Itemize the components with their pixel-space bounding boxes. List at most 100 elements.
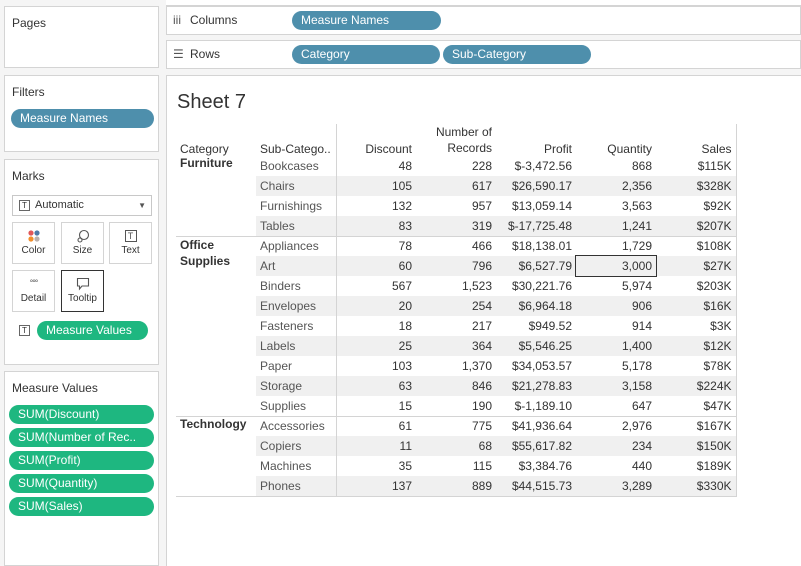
discount-cell[interactable]: 61 [335, 416, 416, 436]
quantity-cell[interactable]: 647 [631, 398, 652, 413]
subcategory-cell[interactable]: Envelopes [256, 296, 336, 316]
subcategory-cell[interactable]: Bookcases [260, 159, 319, 173]
profit-cell[interactable]: $6,964.18 [496, 296, 576, 316]
table-row[interactable]: Labels 25 364 $5,546.25 1,400 $12K [176, 336, 737, 356]
table-row[interactable]: Tables 83 319 $-17,725.48 1,241 $207K [176, 216, 737, 236]
columns-shelf[interactable]: iii Columns Measure Names [166, 6, 801, 35]
rows-shelf[interactable]: ☰ Rows Category Sub-Category [166, 40, 801, 69]
quantity-cell[interactable]: 914 [631, 319, 652, 333]
sales-cell[interactable]: $27K [656, 256, 737, 276]
table-row[interactable]: Office Supplies Appliances 78 466 $18,138.01 1… [176, 236, 737, 268]
subcategory-cell[interactable]: Storage [256, 376, 336, 396]
records-cell[interactable]: 889 [416, 476, 496, 496]
table-row[interactable]: Copiers 11 68 $55,617.82 234 $150K [176, 436, 737, 456]
subcategory-cell[interactable]: Machines [260, 459, 312, 473]
discount-cell[interactable]: 48 [335, 156, 416, 176]
subcategory-cell[interactable]: Chairs [256, 176, 336, 196]
header-subcategory[interactable]: Sub-Catego.. [260, 142, 331, 156]
sales-cell[interactable]: $92K [656, 196, 737, 216]
records-cell[interactable]: 775 [471, 419, 492, 434]
profit-cell[interactable]: $-3,472.56 [514, 159, 572, 173]
table-row[interactable]: Art 60 796 $6,527.79 3,000 $27K [176, 255, 737, 277]
quantity-cell[interactable]: 3,289 [576, 476, 656, 496]
quantity-cell[interactable]: 3,563 [621, 199, 652, 213]
subcategory-cell[interactable]: Supplies [260, 398, 307, 413]
discount-cell[interactable]: 25 [335, 336, 416, 356]
table-row[interactable]: Binders 567 1,523 $30,221.76 5,974 $203K [176, 276, 737, 296]
sales-cell[interactable]: $189K [656, 456, 737, 476]
quantity-cell[interactable]: 906 [576, 296, 656, 316]
records-cell[interactable]: 617 [416, 176, 496, 196]
table-row[interactable]: Furnishings 132 957 $13,059.14 3,563 $92K [176, 196, 737, 216]
rows-pill-sub-category[interactable]: Sub-Category [443, 45, 591, 64]
records-cell[interactable]: 254 [416, 296, 496, 316]
discount-cell[interactable]: 63 [335, 376, 416, 396]
profit-cell[interactable]: $6,527.79 [496, 256, 576, 276]
records-cell[interactable]: 466 [471, 239, 492, 254]
discount-cell[interactable]: 567 [335, 276, 416, 296]
discount-cell[interactable]: 60 [335, 256, 416, 276]
profit-cell[interactable]: $34,053.57 [511, 359, 572, 373]
quantity-cell[interactable]: 1,241 [576, 216, 656, 236]
measure-pill-number-of-records[interactable]: SUM(Number of Rec.. [9, 428, 154, 447]
quantity-cell[interactable]: 868 [631, 159, 652, 173]
profit-cell[interactable]: $26,590.17 [496, 176, 576, 196]
sales-cell[interactable]: $330K [656, 476, 737, 496]
subcategory-cell[interactable]: Tables [256, 216, 336, 236]
discount-cell[interactable]: 132 [335, 196, 416, 216]
category-cell[interactable]: Office Supplies [176, 236, 256, 416]
sales-cell[interactable]: $150K [656, 436, 737, 456]
header-quantity[interactable]: Quantity [607, 142, 652, 156]
quantity-cell[interactable]: 2,976 [621, 419, 652, 434]
sales-cell[interactable]: $78K [656, 356, 737, 376]
profit-cell[interactable]: $21,278.83 [496, 376, 576, 396]
sales-cell[interactable]: $328K [656, 176, 737, 196]
profit-cell[interactable]: $18,138.01 [511, 239, 572, 254]
records-cell[interactable]: 796 [416, 256, 496, 276]
measure-pill-quantity[interactable]: SUM(Quantity) [9, 474, 154, 493]
discount-cell[interactable]: 11 [335, 436, 416, 456]
quantity-cell[interactable]: 440 [631, 459, 652, 473]
profit-cell[interactable]: $44,515.73 [496, 476, 576, 496]
quantity-cell[interactable]: 5,178 [621, 359, 652, 373]
subcategory-cell[interactable]: Fasteners [260, 319, 314, 333]
discount-cell[interactable]: 35 [335, 456, 416, 476]
profit-cell[interactable]: $3,384.76 [518, 459, 572, 473]
sales-cell[interactable]: $224K [656, 376, 737, 396]
profit-cell[interactable]: $949.52 [528, 319, 572, 333]
profit-cell[interactable]: $30,221.76 [511, 279, 572, 293]
sales-cell[interactable]: $167K [656, 416, 737, 436]
color-button[interactable]: Color [12, 222, 55, 264]
records-cell[interactable]: 957 [471, 199, 492, 213]
subcategory-cell[interactable]: Phones [256, 476, 336, 496]
category-cell[interactable]: Furniture [180, 156, 233, 170]
subcategory-cell[interactable]: Furnishings [260, 199, 323, 213]
table-row[interactable]: Fasteners 18 217 $949.52 914 $3K [176, 316, 737, 336]
table-row[interactable]: Storage 63 846 $21,278.83 3,158 $224K [176, 376, 737, 396]
records-cell[interactable]: 1,370 [461, 359, 492, 373]
columns-pill-measure-names[interactable]: Measure Names [292, 11, 441, 30]
marks-measure-values-pill[interactable]: Measure Values [37, 321, 148, 340]
header-number-of-records[interactable]: Number of Records [416, 124, 496, 156]
sales-cell[interactable]: $203K [656, 276, 737, 296]
category-cell[interactable]: Technology [180, 416, 247, 431]
subcategory-cell[interactable]: Appliances [260, 239, 319, 254]
sales-cell[interactable]: $3K [656, 316, 737, 336]
sales-cell[interactable]: $115K [656, 156, 737, 176]
subcategory-cell[interactable]: Paper [260, 359, 293, 373]
records-cell[interactable]: 846 [416, 376, 496, 396]
sales-cell[interactable]: $16K [656, 296, 737, 316]
profit-cell[interactable]: $41,936.64 [511, 419, 572, 434]
subcategory-cell[interactable]: Labels [256, 336, 336, 356]
records-cell[interactable]: 68 [416, 436, 496, 456]
quantity-cell[interactable]: 234 [576, 436, 656, 456]
table-row[interactable]: Phones 137 889 $44,515.73 3,289 $330K [176, 476, 737, 496]
quantity-cell[interactable]: 1,400 [576, 336, 656, 356]
profit-cell[interactable]: $-1,189.10 [514, 398, 572, 413]
table-row[interactable]: Machines 35 115 $3,384.76 440 $189K [176, 456, 737, 476]
sales-cell[interactable]: $47K [656, 396, 737, 416]
profit-cell[interactable]: $-17,725.48 [496, 216, 576, 236]
records-cell[interactable]: 319 [416, 216, 496, 236]
subcategory-cell[interactable]: Accessories [260, 419, 325, 434]
discount-cell[interactable]: 103 [335, 356, 416, 376]
